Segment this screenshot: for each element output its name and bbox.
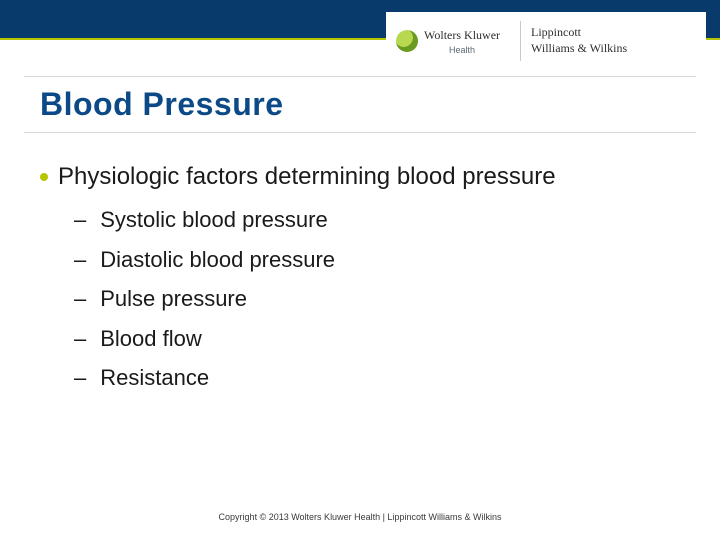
list-item: – Resistance <box>74 364 680 392</box>
sub-list: – Systolic blood pressure – Diastolic bl… <box>74 206 680 392</box>
list-item: – Diastolic blood pressure <box>74 246 680 274</box>
sub-item-label: Systolic blood pressure <box>100 206 327 234</box>
slide: Wolters Kluwer Health Lippincott William… <box>0 0 720 540</box>
header-band: Wolters Kluwer Health Lippincott William… <box>0 0 720 74</box>
list-item: – Pulse pressure <box>74 285 680 313</box>
bullet-dot-icon <box>40 173 48 181</box>
dash-icon: – <box>74 285 86 313</box>
sub-item-label: Resistance <box>100 364 209 392</box>
brand-right-line1: Lippincott <box>531 25 627 41</box>
list-item: – Blood flow <box>74 325 680 353</box>
bullet-line: Physiologic factors determining blood pr… <box>40 162 680 192</box>
sub-item-label: Pulse pressure <box>100 285 247 313</box>
list-item: – Systolic blood pressure <box>74 206 680 234</box>
dash-icon: – <box>74 246 86 274</box>
wk-logo-icon <box>396 30 418 52</box>
brand-left-bottom: Health <box>424 45 500 55</box>
body-content: Physiologic factors determining blood pr… <box>40 138 680 404</box>
brand-divider <box>520 21 521 61</box>
bullet-text: Physiologic factors determining blood pr… <box>58 162 556 192</box>
dash-icon: – <box>74 206 86 234</box>
brand-left-text: Wolters Kluwer Health <box>424 28 500 55</box>
brand-right: Lippincott Williams & Wilkins <box>531 25 627 56</box>
dash-icon: – <box>74 364 86 392</box>
brand-left-top: Wolters Kluwer <box>424 28 500 43</box>
divider-rule-top <box>24 76 696 77</box>
divider-rule-under-title <box>24 132 696 133</box>
brand-right-line2: Williams & Wilkins <box>531 41 627 57</box>
brand-left: Wolters Kluwer Health <box>386 28 510 55</box>
copyright-text: Copyright © 2013 Wolters Kluwer Health |… <box>0 512 720 522</box>
dash-icon: – <box>74 325 86 353</box>
page-title: Blood Pressure <box>40 86 680 123</box>
brand-box: Wolters Kluwer Health Lippincott William… <box>386 12 706 70</box>
sub-item-label: Blood flow <box>100 325 202 353</box>
sub-item-label: Diastolic blood pressure <box>100 246 335 274</box>
